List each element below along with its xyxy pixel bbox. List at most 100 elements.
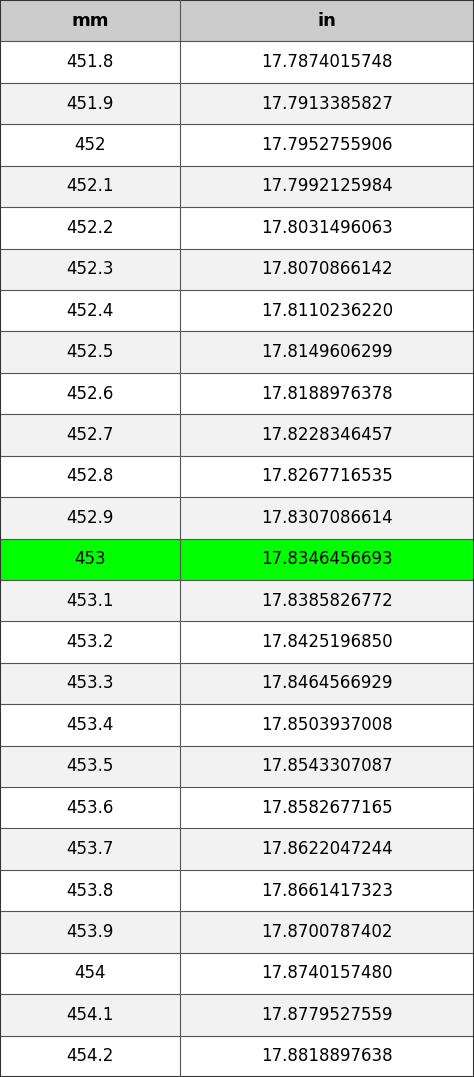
Text: 17.8149606299: 17.8149606299 [261,344,393,361]
Text: 17.8700787402: 17.8700787402 [261,923,393,941]
Text: 17.8779527559: 17.8779527559 [261,1006,393,1024]
Text: 452.9: 452.9 [66,508,114,527]
Text: 17.8228346457: 17.8228346457 [261,425,393,444]
Text: 17.8070866142: 17.8070866142 [261,261,393,278]
Text: 17.8425196850: 17.8425196850 [261,633,393,652]
Bar [0,911,180,953]
Bar [0,498,180,538]
Text: 453.9: 453.9 [66,923,114,941]
Bar [0,166,180,207]
Bar [180,456,474,498]
Text: 453.8: 453.8 [66,882,114,899]
Bar [0,456,180,498]
Bar [0,870,180,911]
Text: 17.8307086614: 17.8307086614 [261,508,393,527]
Text: 452.5: 452.5 [66,344,114,361]
Text: in: in [318,12,337,30]
Text: 452.7: 452.7 [66,425,114,444]
Text: 454: 454 [74,964,106,982]
Bar [0,953,180,994]
Text: 452.1: 452.1 [66,178,114,195]
Bar [180,1036,474,1077]
Text: 453.1: 453.1 [66,591,114,610]
Text: 453.4: 453.4 [66,716,114,733]
Bar [0,41,180,83]
Bar [180,498,474,538]
Text: 17.8622047244: 17.8622047244 [261,840,393,858]
Text: 17.8503937008: 17.8503937008 [261,716,393,733]
Text: 17.8818897638: 17.8818897638 [261,1047,393,1065]
Bar [180,870,474,911]
Text: 453.7: 453.7 [66,840,114,858]
Text: 454.1: 454.1 [66,1006,114,1024]
Text: 17.8188976378: 17.8188976378 [261,384,393,403]
Bar [180,207,474,249]
Bar [180,745,474,787]
Bar [0,83,180,124]
Text: 17.7874015748: 17.7874015748 [261,53,393,71]
Bar [0,373,180,415]
Text: 453: 453 [74,550,106,569]
Bar [0,415,180,456]
Text: 17.8110236220: 17.8110236220 [261,302,393,320]
Text: 452.8: 452.8 [66,467,114,486]
Bar [180,579,474,621]
Bar [180,787,474,828]
Bar [180,41,474,83]
Text: 17.8543307087: 17.8543307087 [261,757,393,775]
Bar [0,621,180,662]
Text: 17.8346456693: 17.8346456693 [261,550,393,569]
Bar [180,662,474,704]
Bar [180,0,474,41]
Bar [180,166,474,207]
Text: 17.8464566929: 17.8464566929 [261,674,393,693]
Bar [180,124,474,166]
Text: 17.8740157480: 17.8740157480 [261,964,393,982]
Text: 452.6: 452.6 [66,384,114,403]
Bar [180,953,474,994]
Bar [0,0,180,41]
Text: 17.8267716535: 17.8267716535 [261,467,393,486]
Text: 17.8661417323: 17.8661417323 [261,882,393,899]
Bar [180,83,474,124]
Text: 17.7952755906: 17.7952755906 [261,136,393,154]
Bar [0,249,180,290]
Text: 452.4: 452.4 [66,302,114,320]
Bar [0,1036,180,1077]
Text: 453.3: 453.3 [66,674,114,693]
Text: mm: mm [71,12,109,30]
Bar [180,828,474,870]
Bar [180,911,474,953]
Bar [0,332,180,373]
Bar [0,207,180,249]
Text: 452: 452 [74,136,106,154]
Text: 453.5: 453.5 [66,757,114,775]
Bar [180,290,474,332]
Text: 454.2: 454.2 [66,1047,114,1065]
Text: 452.3: 452.3 [66,261,114,278]
Bar [0,787,180,828]
Bar [0,662,180,704]
Text: 451.9: 451.9 [66,95,114,113]
Text: 17.7992125984: 17.7992125984 [261,178,393,195]
Text: 453.6: 453.6 [66,799,114,816]
Bar [0,828,180,870]
Bar [0,290,180,332]
Text: 453.2: 453.2 [66,633,114,652]
Bar [0,745,180,787]
Text: 17.8385826772: 17.8385826772 [261,591,393,610]
Bar [180,994,474,1036]
Bar [180,332,474,373]
Bar [0,579,180,621]
Bar [180,621,474,662]
Bar [180,415,474,456]
Bar [0,994,180,1036]
Bar [180,249,474,290]
Bar [0,704,180,745]
Bar [0,124,180,166]
Text: 17.8031496063: 17.8031496063 [261,219,393,237]
Bar [0,538,180,579]
Text: 451.8: 451.8 [66,53,114,71]
Text: 452.2: 452.2 [66,219,114,237]
Bar [180,704,474,745]
